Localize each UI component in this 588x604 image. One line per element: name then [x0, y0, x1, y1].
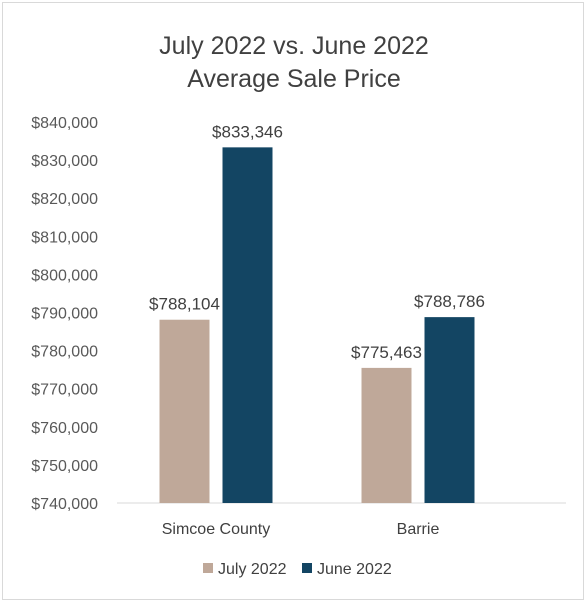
- y-tick-label: $820,000: [31, 191, 98, 208]
- y-tick-label: $740,000: [31, 496, 98, 513]
- chart-frame: [2, 2, 584, 600]
- bars: $788,104 $833,346 $775,463 $788,786: [149, 122, 485, 503]
- x-category-label: Simcoe County: [162, 521, 271, 538]
- y-tick-label: $780,000: [31, 344, 98, 361]
- y-tick-label: $760,000: [31, 420, 98, 437]
- y-tick-label: $800,000: [31, 267, 98, 284]
- chart-title-line-1: July 2022 vs. June 2022: [159, 32, 429, 60]
- y-tick-label: $830,000: [31, 153, 98, 170]
- x-category-label: Barrie: [397, 521, 440, 538]
- y-tick-label: $790,000: [31, 306, 98, 323]
- data-label: $833,346: [212, 122, 283, 141]
- bar-barrie-july-2022: [361, 367, 412, 503]
- y-tick-label: $750,000: [31, 458, 98, 475]
- legend-label: July 2022: [218, 561, 287, 578]
- bar-simcoe-county-june-2022: [222, 147, 273, 503]
- y-tick-label: $810,000: [31, 229, 98, 246]
- bar-barrie-june-2022: [424, 317, 475, 503]
- y-tick-label: $770,000: [31, 382, 98, 399]
- data-label: $788,104: [149, 295, 220, 314]
- legend-swatch: [302, 563, 312, 573]
- legend: July 2022 June 2022: [203, 561, 392, 578]
- data-label: $788,786: [414, 292, 485, 311]
- x-axis: Simcoe County Barrie: [162, 521, 440, 538]
- y-tick-label: $840,000: [31, 115, 98, 132]
- y-axis: $740,000 $750,000 $760,000 $770,000 $780,000…: [31, 115, 98, 513]
- chart-title-line-2: Average Sale Price: [187, 65, 401, 93]
- legend-swatch: [203, 563, 213, 573]
- legend-label: June 2022: [317, 561, 392, 578]
- bar-simcoe-county-july-2022: [159, 319, 210, 503]
- data-label: $775,463: [351, 343, 422, 362]
